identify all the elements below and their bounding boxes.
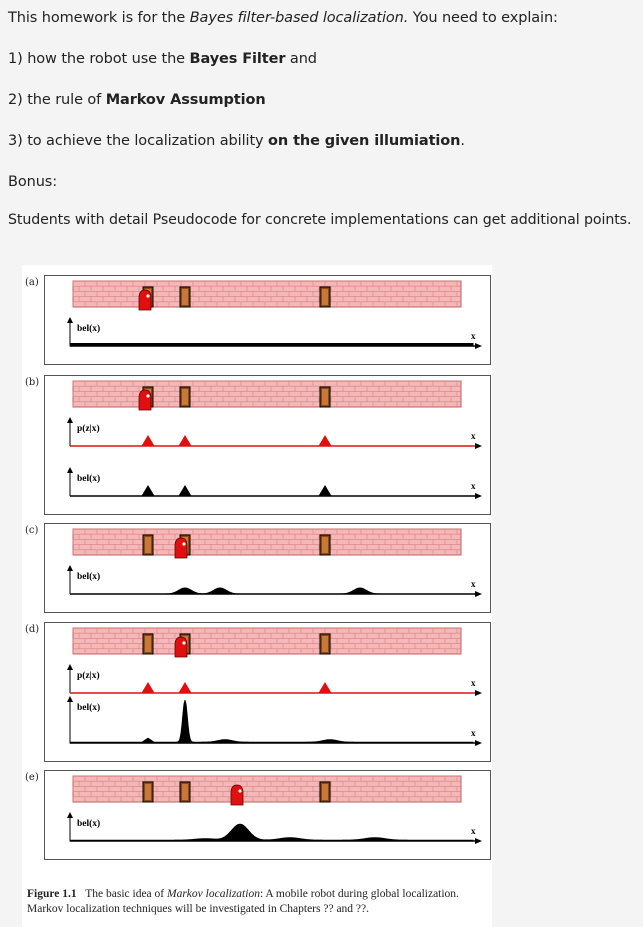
y-axis-arrow — [67, 467, 73, 473]
pz-label: p(z|x) — [77, 423, 100, 434]
x-axis-arrow — [475, 690, 482, 696]
brick-wall — [72, 528, 462, 556]
x-axis-arrow — [475, 838, 482, 844]
robot-body — [174, 636, 188, 658]
brick-wall — [72, 280, 462, 308]
robot — [174, 537, 188, 559]
y-axis-arrow — [67, 565, 73, 571]
x-label: x — [471, 579, 476, 589]
y-axis-arrow — [67, 696, 73, 702]
robot-eye — [182, 542, 186, 546]
brick-wall — [72, 775, 462, 803]
robot-body — [174, 537, 188, 559]
belief-curve — [69, 823, 474, 842]
x-label: x — [471, 826, 476, 836]
robot-eye — [182, 641, 186, 645]
item-1: 1) how the robot use the Bayes Filter an… — [8, 51, 317, 67]
door-panel — [322, 636, 328, 652]
door-panel — [182, 289, 188, 305]
bel-label: bel(x) — [77, 473, 100, 484]
robot — [138, 289, 152, 311]
door-panel — [145, 636, 151, 652]
belief-curve — [70, 587, 473, 595]
belief-curve — [70, 485, 473, 497]
panel-b: p(z|x) x bel(x) x — [44, 375, 491, 515]
robot-body — [138, 289, 152, 311]
door-panel — [322, 389, 328, 405]
brick-wall — [72, 380, 462, 408]
robot-eye — [146, 294, 150, 298]
door-panel — [182, 784, 188, 800]
panel-d-svg: p(z|x) x bel(x) x — [67, 627, 482, 746]
robot-body — [230, 784, 244, 806]
panel-d-label: (d) — [25, 624, 40, 635]
door-panel — [145, 537, 151, 553]
door-panel — [322, 289, 328, 305]
x-axis-arrow — [475, 493, 482, 499]
y-axis-arrow — [67, 317, 73, 323]
figure-caption: Figure 1.1 The basic idea of Markov loca… — [27, 888, 459, 915]
x-axis-arrow — [475, 740, 482, 746]
markov-localization-figure: (a) bel(x) x (b) p(z|x) x bel(x) x (c) bel(… — [22, 265, 492, 927]
x-label: x — [471, 728, 476, 738]
panel-a-label: (a) — [25, 277, 39, 288]
robot — [174, 636, 188, 658]
x-label: x — [471, 481, 476, 491]
door-panel — [322, 537, 328, 553]
x-label: x — [471, 678, 476, 688]
panel-e-svg: bel(x) x — [67, 775, 482, 844]
pz-label: p(z|x) — [77, 670, 100, 681]
robot — [230, 784, 244, 806]
belief-curve — [69, 700, 474, 744]
panel-c: bel(x) x — [44, 523, 491, 613]
panel-b-label: (b) — [25, 377, 40, 388]
perception-curve — [70, 435, 473, 447]
panel-a-svg: bel(x) x — [67, 280, 482, 349]
panel-c-label: (c) — [25, 525, 39, 536]
y-axis-arrow — [67, 417, 73, 423]
perception-curve — [70, 682, 473, 694]
x-axis-arrow — [475, 591, 482, 597]
bel-label: bel(x) — [77, 818, 100, 829]
panel-e: bel(x) x — [44, 770, 491, 860]
x-axis-arrow — [475, 343, 482, 349]
item-2: 2) the rule of Markov Assumption — [8, 92, 266, 108]
door-panel — [182, 389, 188, 405]
panel-d: p(z|x) x bel(x) x — [44, 622, 491, 762]
door-panel — [145, 784, 151, 800]
robot — [138, 389, 152, 411]
y-axis-arrow — [67, 664, 73, 670]
bonus-text: Students with detail Pseudocode for conc… — [8, 212, 632, 228]
robot-body — [138, 389, 152, 411]
panel-c-svg: bel(x) x — [67, 528, 482, 597]
panel-a: bel(x) x — [44, 275, 491, 365]
panel-b-svg: p(z|x) x bel(x) x — [67, 380, 482, 499]
robot-eye — [146, 394, 150, 398]
intro-line: This homework is for the Bayes filter-ba… — [8, 10, 558, 26]
x-label: x — [471, 431, 476, 441]
door-panel — [322, 784, 328, 800]
bel-label: bel(x) — [77, 323, 100, 334]
bel-label: bel(x) — [77, 571, 100, 582]
x-axis-arrow — [475, 443, 482, 449]
item-3: 3) to achieve the localization ability o… — [8, 133, 465, 149]
panel-e-label: (e) — [25, 772, 39, 783]
bonus-heading: Bonus: — [8, 174, 58, 190]
robot-eye — [238, 789, 242, 793]
y-axis-arrow — [67, 812, 73, 818]
bel-label: bel(x) — [77, 702, 100, 713]
brick-wall — [72, 627, 462, 655]
x-label: x — [471, 331, 476, 341]
